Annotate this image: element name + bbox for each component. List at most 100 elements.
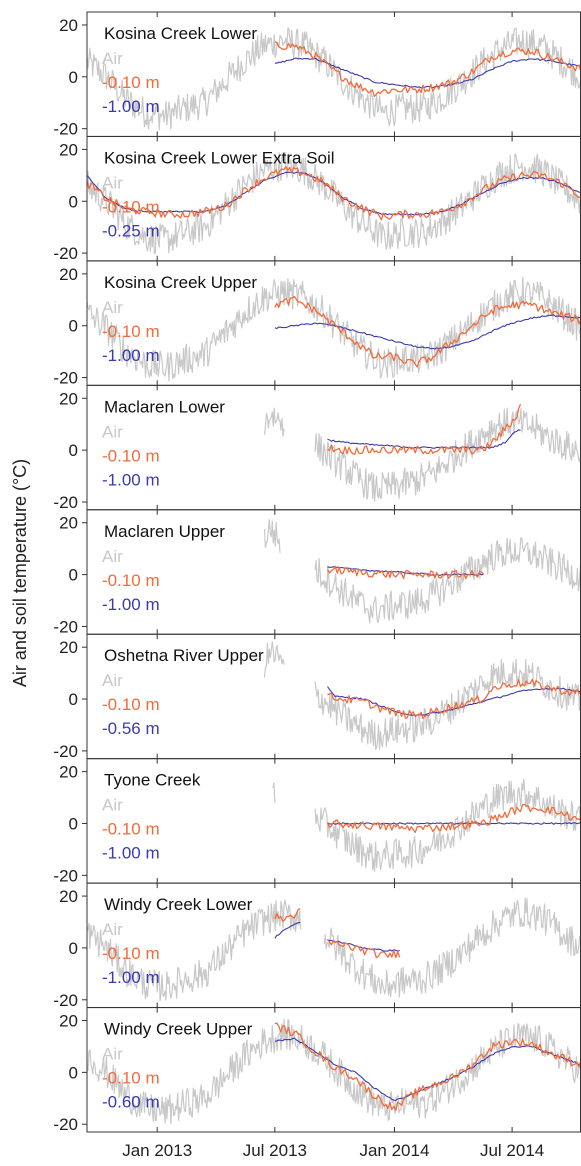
panel-8: 20 0 -20 Windy Creek Upper Air -0.10 m -0.60 m: [53, 1007, 581, 1134]
panel-0-legend-2: -1.00 m: [102, 97, 160, 116]
panel-4-ytick-label-0: 20: [59, 514, 78, 533]
panel-6-legend-1: -0.10 m: [102, 820, 160, 839]
x-tick-label-1: Jul 2013: [243, 1141, 307, 1160]
panel-7-legend-2: -1.00 m: [102, 968, 160, 987]
panel-0-ytick-label-1: 0: [69, 68, 78, 87]
panel-6-title: Tyone Creek: [104, 771, 201, 790]
panel-3-series-1: [314, 407, 581, 502]
panel-3-series-3: [327, 429, 521, 449]
panel-2-ytick-label-1: 0: [69, 317, 78, 336]
panel-7-plot: [87, 897, 581, 1002]
panel-4-legend-0: Air: [102, 547, 123, 566]
panel-1-ytick-label-1: 0: [69, 192, 78, 211]
panel-6: 20 0 -20 Tyone Creek Air -0.10 m -1.00 m: [53, 758, 581, 885]
panel-6-legend-0: Air: [102, 796, 123, 815]
panel-8-title: Windy Creek Upper: [104, 1020, 253, 1039]
panel-3: 20 0 -20 Maclaren Lower Air -0.10 m -1.00 m: [53, 384, 581, 512]
panel-2-series-0: [87, 276, 581, 382]
panel-8-legend-1: -0.10 m: [102, 1069, 160, 1088]
panel-5-series-2: [327, 678, 581, 720]
panel-5-ytick-label-0: 20: [59, 638, 78, 657]
panel-5-ytick-label-1: 0: [69, 690, 78, 709]
panel-2-legend-2: -1.00 m: [102, 346, 160, 365]
panel-7-series-1: [323, 897, 581, 998]
panel-2-ytick-label-0: 20: [59, 265, 78, 284]
panel-2-title: Kosina Creek Upper: [104, 273, 257, 292]
panel-5-legend-1: -0.10 m: [102, 695, 160, 714]
panel-8-series-1: [274, 1022, 581, 1112]
panel-2-ytick-label-2: -20: [53, 369, 78, 388]
panel-1-legend-2: -0.25 m: [102, 221, 160, 240]
panel-1-series-1: [87, 166, 581, 221]
panel-4-series-2: [326, 565, 484, 580]
panel-1: 20 0 -20 Kosina Creek Lower Extra Soil Air -0…: [53, 135, 581, 263]
panel-4-legend-2: -1.00 m: [102, 595, 160, 614]
panel-2-series-2: [274, 314, 581, 350]
panel-4-series-0: [263, 519, 281, 553]
panel-3-series-2: [327, 403, 522, 455]
panel-6-ytick-label-2: -20: [53, 866, 78, 885]
panel-8-ytick-label-2: -20: [53, 1115, 78, 1134]
panel-3-ytick-label-1: 0: [69, 441, 78, 460]
panel-2-plot: [87, 276, 581, 382]
panel-0-series-1: [274, 41, 581, 97]
panel-5-legend-2: -0.56 m: [102, 719, 160, 738]
panel-5-title: Oshetna River Upper: [104, 646, 264, 665]
panel-1-legend-0: Air: [102, 173, 123, 192]
panel-5-legend-0: Air: [102, 671, 123, 690]
panel-8-plot: [87, 1018, 581, 1125]
panel-8-series-0: [87, 1018, 581, 1125]
panel-7-ytick-label-1: 0: [69, 939, 78, 958]
panel-2-series-1: [274, 295, 581, 368]
panel-3-legend-1: -0.10 m: [102, 446, 160, 465]
panel-4: 20 0 -20 Maclaren Upper Air -0.10 m -1.00 m: [53, 509, 581, 636]
panel-7-ytick-label-2: -20: [53, 991, 78, 1010]
panel-6-series-1: [314, 778, 581, 872]
panel-2-legend-1: -0.10 m: [102, 322, 160, 341]
panel-8-legend-2: -0.60 m: [102, 1093, 160, 1112]
panel-8-ytick-label-1: 0: [69, 1063, 78, 1082]
panel-4-title: Maclaren Upper: [104, 522, 225, 541]
panel-4-series-1: [314, 537, 581, 624]
panel-0-series-0: [87, 27, 581, 131]
panel-7-series-2: [274, 908, 301, 922]
panel-7-legend-1: -0.10 m: [102, 944, 160, 963]
panel-3-series-0: [263, 407, 285, 437]
panel-6-series-3: [327, 822, 581, 825]
panel-5-plot: [263, 641, 581, 750]
panel-5: 20 0 -20 Oshetna River Upper Air -0.10 m -0.56…: [53, 633, 581, 761]
panel-0-legend-0: Air: [102, 49, 123, 68]
panel-1-legend-1: -0.10 m: [102, 197, 160, 216]
panel-6-legend-2: -1.00 m: [102, 844, 160, 863]
panel-3-legend-2: -1.00 m: [102, 470, 160, 489]
panel-1-ytick-label-2: -20: [53, 244, 78, 263]
x-tick-label-2: Jan 2014: [359, 1141, 429, 1160]
panel-4-ytick-label-1: 0: [69, 566, 78, 585]
panel-6-series-2: [326, 803, 581, 834]
panel-5-ytick-label-2: -20: [53, 742, 78, 761]
panel-1-title: Kosina Creek Lower Extra Soil: [104, 148, 335, 167]
panel-8-series-2: [274, 1037, 581, 1101]
panel-0: 20 0 -20 Kosina Creek Lower Air -0.10 m -1.00 …: [53, 11, 581, 139]
panel-7-series-4: [274, 921, 301, 939]
panel-1-series-0: [87, 151, 581, 255]
panel-1-plot: [87, 151, 581, 255]
panel-1-series-2: [87, 171, 581, 216]
x-axis: Jan 2013 Jul 2013 Jan 2014 Jul 2014: [122, 1141, 544, 1160]
x-tick-label-0: Jan 2013: [122, 1141, 192, 1160]
panel-0-ytick-label-2: -20: [53, 120, 78, 139]
panel-7-legend-0: Air: [102, 920, 123, 939]
panel-7-series-3: [326, 938, 401, 959]
panel-0-plot: [87, 27, 581, 131]
panel-3-ytick-label-0: 20: [59, 389, 78, 408]
panel-5-series-0: [263, 641, 285, 678]
panel-0-ytick-label-0: 20: [59, 16, 78, 35]
panel-3-title: Maclaren Lower: [104, 397, 225, 416]
panel-7-title: Windy Creek Lower: [104, 895, 253, 914]
panel-6-ytick-label-0: 20: [59, 763, 78, 782]
panel-7: 20 0 -20 Windy Creek Lower Air -0.10 m -1.00 m: [53, 882, 581, 1010]
x-tick-label-3: Jul 2014: [480, 1141, 544, 1160]
panel-4-plot: [263, 519, 581, 624]
panel-8-legend-0: Air: [102, 1045, 123, 1064]
